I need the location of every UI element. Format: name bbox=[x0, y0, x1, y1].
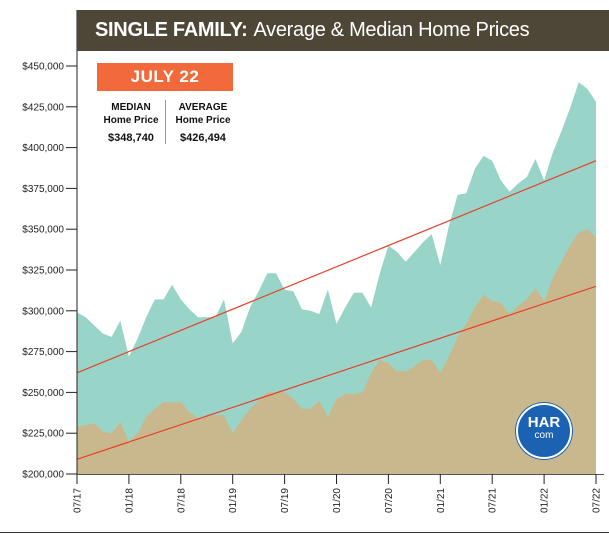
chart-title-rest: Average & Median Home Prices bbox=[253, 19, 530, 41]
har-logo-subtext: com bbox=[534, 430, 554, 441]
median-stat: MEDIAN Home Price $348,740 bbox=[96, 101, 166, 144]
chart-title-bold: SINGLE FAMILY: bbox=[95, 19, 248, 41]
bottom-rule bbox=[0, 532, 609, 533]
x-tick-label: 07/20 bbox=[384, 488, 395, 513]
axes-layer: $200,000 $225,000 $250,000 $275,000 $300,000… bbox=[22, 10, 604, 513]
y-tick-label: $450,000 bbox=[22, 62, 64, 73]
x-tick-label: 01/19 bbox=[228, 488, 239, 513]
y-tick-label: $225,000 bbox=[22, 429, 64, 440]
trendline-layer bbox=[76, 160, 597, 460]
y-tick-label: $300,000 bbox=[22, 306, 64, 317]
chart-title: SINGLE FAMILY: Average & Median Home Pri… bbox=[77, 10, 609, 51]
har-logo-text: HAR bbox=[527, 414, 561, 431]
har-logo: HAR com bbox=[516, 403, 572, 459]
x-tick-label: 01/21 bbox=[436, 488, 447, 513]
y-tick-label: $400,000 bbox=[22, 143, 64, 154]
y-tick-label: $425,000 bbox=[22, 102, 64, 113]
average-trendline bbox=[76, 160, 597, 374]
average-stat: AVERAGE Home Price $426,494 bbox=[168, 101, 238, 144]
x-tick-label: 01/22 bbox=[540, 488, 551, 513]
y-tick-label: $250,000 bbox=[22, 388, 64, 399]
median-trendline bbox=[76, 285, 597, 460]
y-tick-label: $200,000 bbox=[22, 470, 64, 481]
x-tick-label: 01/18 bbox=[124, 488, 135, 513]
stat-divider bbox=[165, 100, 166, 144]
x-tick-label: 07/17 bbox=[73, 488, 84, 513]
median-price-area bbox=[77, 229, 596, 474]
x-tick-label: 07/19 bbox=[280, 488, 291, 513]
area-layer bbox=[77, 82, 596, 475]
average-label: AVERAGE bbox=[178, 102, 228, 113]
y-tick-label: $325,000 bbox=[22, 266, 64, 277]
x-tick-label: 01/20 bbox=[332, 488, 343, 513]
median-label: MEDIAN bbox=[111, 102, 151, 113]
median-sublabel: Home Price bbox=[103, 115, 159, 126]
date-badge: JULY 22 bbox=[97, 63, 233, 91]
median-value: $348,740 bbox=[108, 132, 154, 144]
x-tick-label: 07/21 bbox=[488, 488, 499, 513]
x-tick-label: 07/18 bbox=[176, 488, 187, 513]
average-value: $426,494 bbox=[180, 132, 226, 144]
y-tick-label: $375,000 bbox=[22, 184, 64, 195]
y-tick-label: $275,000 bbox=[22, 347, 64, 358]
x-tick-label: 07/22 bbox=[592, 488, 603, 513]
average-sublabel: Home Price bbox=[175, 115, 231, 126]
y-tick-label: $350,000 bbox=[22, 225, 64, 236]
